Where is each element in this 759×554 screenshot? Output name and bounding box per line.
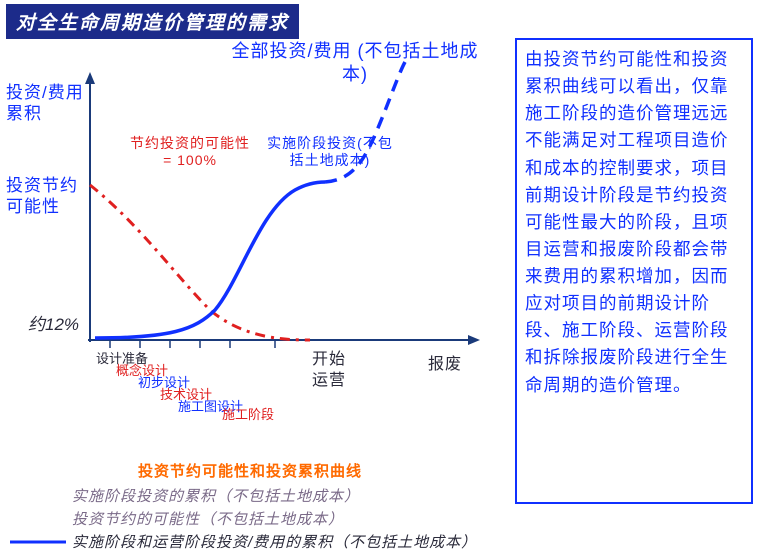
x-ticks	[110, 340, 275, 348]
x-big-start: 开始 运营	[312, 350, 346, 392]
x-step-5: 施工阶段	[218, 408, 278, 422]
legend-swatch-2	[10, 536, 66, 548]
page-title: 对全生命周期造价管理的需求	[6, 4, 299, 39]
ann-impl-invest: 实施阶段投资(不包括土地成本)	[260, 135, 400, 169]
x-big-scrap: 报废	[428, 350, 462, 374]
legend-row-0: 实施阶段投资的累积（不包括土地成本）	[10, 485, 490, 506]
side-explanation: 由投资节约可能性和投资累积曲线可以看出，仅靠施工阶段的造价管理远远不能满足对工程…	[515, 38, 753, 504]
legend-swatch-1	[10, 513, 66, 525]
legend-row-1: 投资节约的可能性（不包括土地成本）	[10, 508, 490, 529]
chart-area: 投资/费用累积 投资节约可能性 约12% 全部投资/费用 (不包括土地成本) 节…	[0, 40, 490, 510]
legend-text-1: 投资节约的可能性（不包括土地成本）	[72, 508, 344, 529]
legend-text-2: 实施阶段和运营阶段投资/费用的累积（不包括土地成本）	[72, 531, 477, 552]
curve-impl-investment	[95, 182, 325, 338]
legend-row-2: 实施阶段和运营阶段投资/费用的累积（不包括土地成本）	[10, 531, 490, 552]
legend-swatch-0	[10, 490, 66, 502]
x-big-start-sub: 运营	[312, 371, 346, 392]
legend: 投资节约可能性和投资累积曲线 实施阶段投资的累积（不包括土地成本） 投资节约的可…	[10, 460, 490, 554]
legend-text-0: 实施阶段投资的累积（不包括土地成本）	[72, 485, 360, 506]
legend-title: 投资节约可能性和投资累积曲线	[10, 460, 490, 481]
ann-saving-100: 节约投资的可能性 = 100%	[130, 135, 250, 169]
top-total-label: 全部投资/费用 (不包括土地成本)	[230, 40, 480, 85]
y-label-cumulative: 投资/费用累积	[6, 82, 90, 125]
x-axis-arrow	[468, 335, 480, 345]
x-big-start-t: 开始	[312, 350, 346, 371]
pct-label: 约12%	[28, 310, 79, 335]
y-label-saving: 投资节约可能性	[6, 175, 90, 218]
